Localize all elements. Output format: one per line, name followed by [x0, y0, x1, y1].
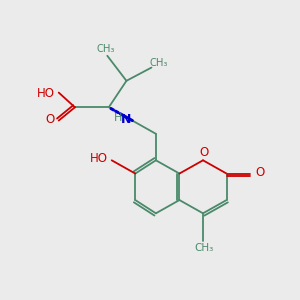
- Text: HO: HO: [37, 87, 55, 100]
- Text: O: O: [45, 112, 55, 126]
- Text: CH₃: CH₃: [194, 243, 214, 253]
- Text: HO: HO: [90, 152, 108, 165]
- Text: CH₃: CH₃: [97, 44, 115, 54]
- Text: N: N: [121, 113, 132, 126]
- Text: H: H: [113, 113, 122, 123]
- Text: O: O: [255, 166, 264, 178]
- Text: O: O: [200, 146, 209, 159]
- Text: CH₃: CH₃: [150, 58, 168, 68]
